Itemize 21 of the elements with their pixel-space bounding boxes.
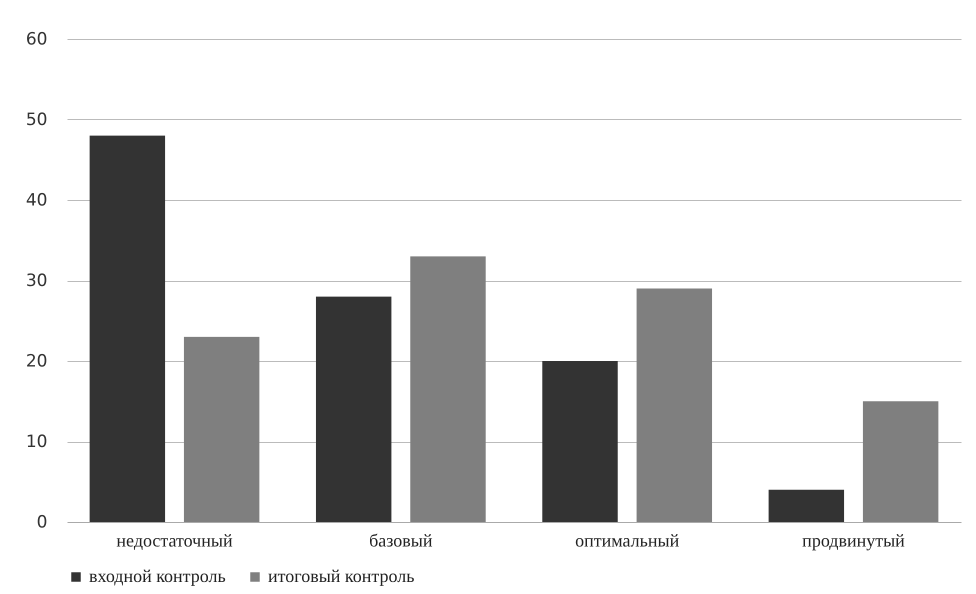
legend-label: итоговый контроль (268, 566, 414, 586)
x-tick-label: базовый (369, 530, 433, 550)
y-tick-label: 20 (26, 352, 48, 372)
y-tick-label: 40 (26, 190, 48, 210)
x-tick-label: продвинутый (802, 530, 906, 550)
y-tick-label: 50 (26, 110, 48, 130)
y-tick-label: 30 (26, 271, 48, 291)
y-tick-label: 60 (26, 30, 48, 50)
x-tick-label: недостаточный (116, 530, 233, 550)
bar (316, 296, 392, 522)
bar (410, 256, 486, 522)
y-tick-label: 10 (26, 432, 48, 452)
bar (184, 336, 260, 522)
y-tick-label: 0 (36, 512, 48, 532)
bar (636, 288, 712, 522)
bar (862, 401, 938, 522)
bar (768, 490, 844, 522)
bar (90, 136, 166, 522)
x-tick-label: оптимальный (575, 530, 680, 550)
bar (542, 361, 618, 522)
legend-label: входной контроль (89, 566, 226, 586)
